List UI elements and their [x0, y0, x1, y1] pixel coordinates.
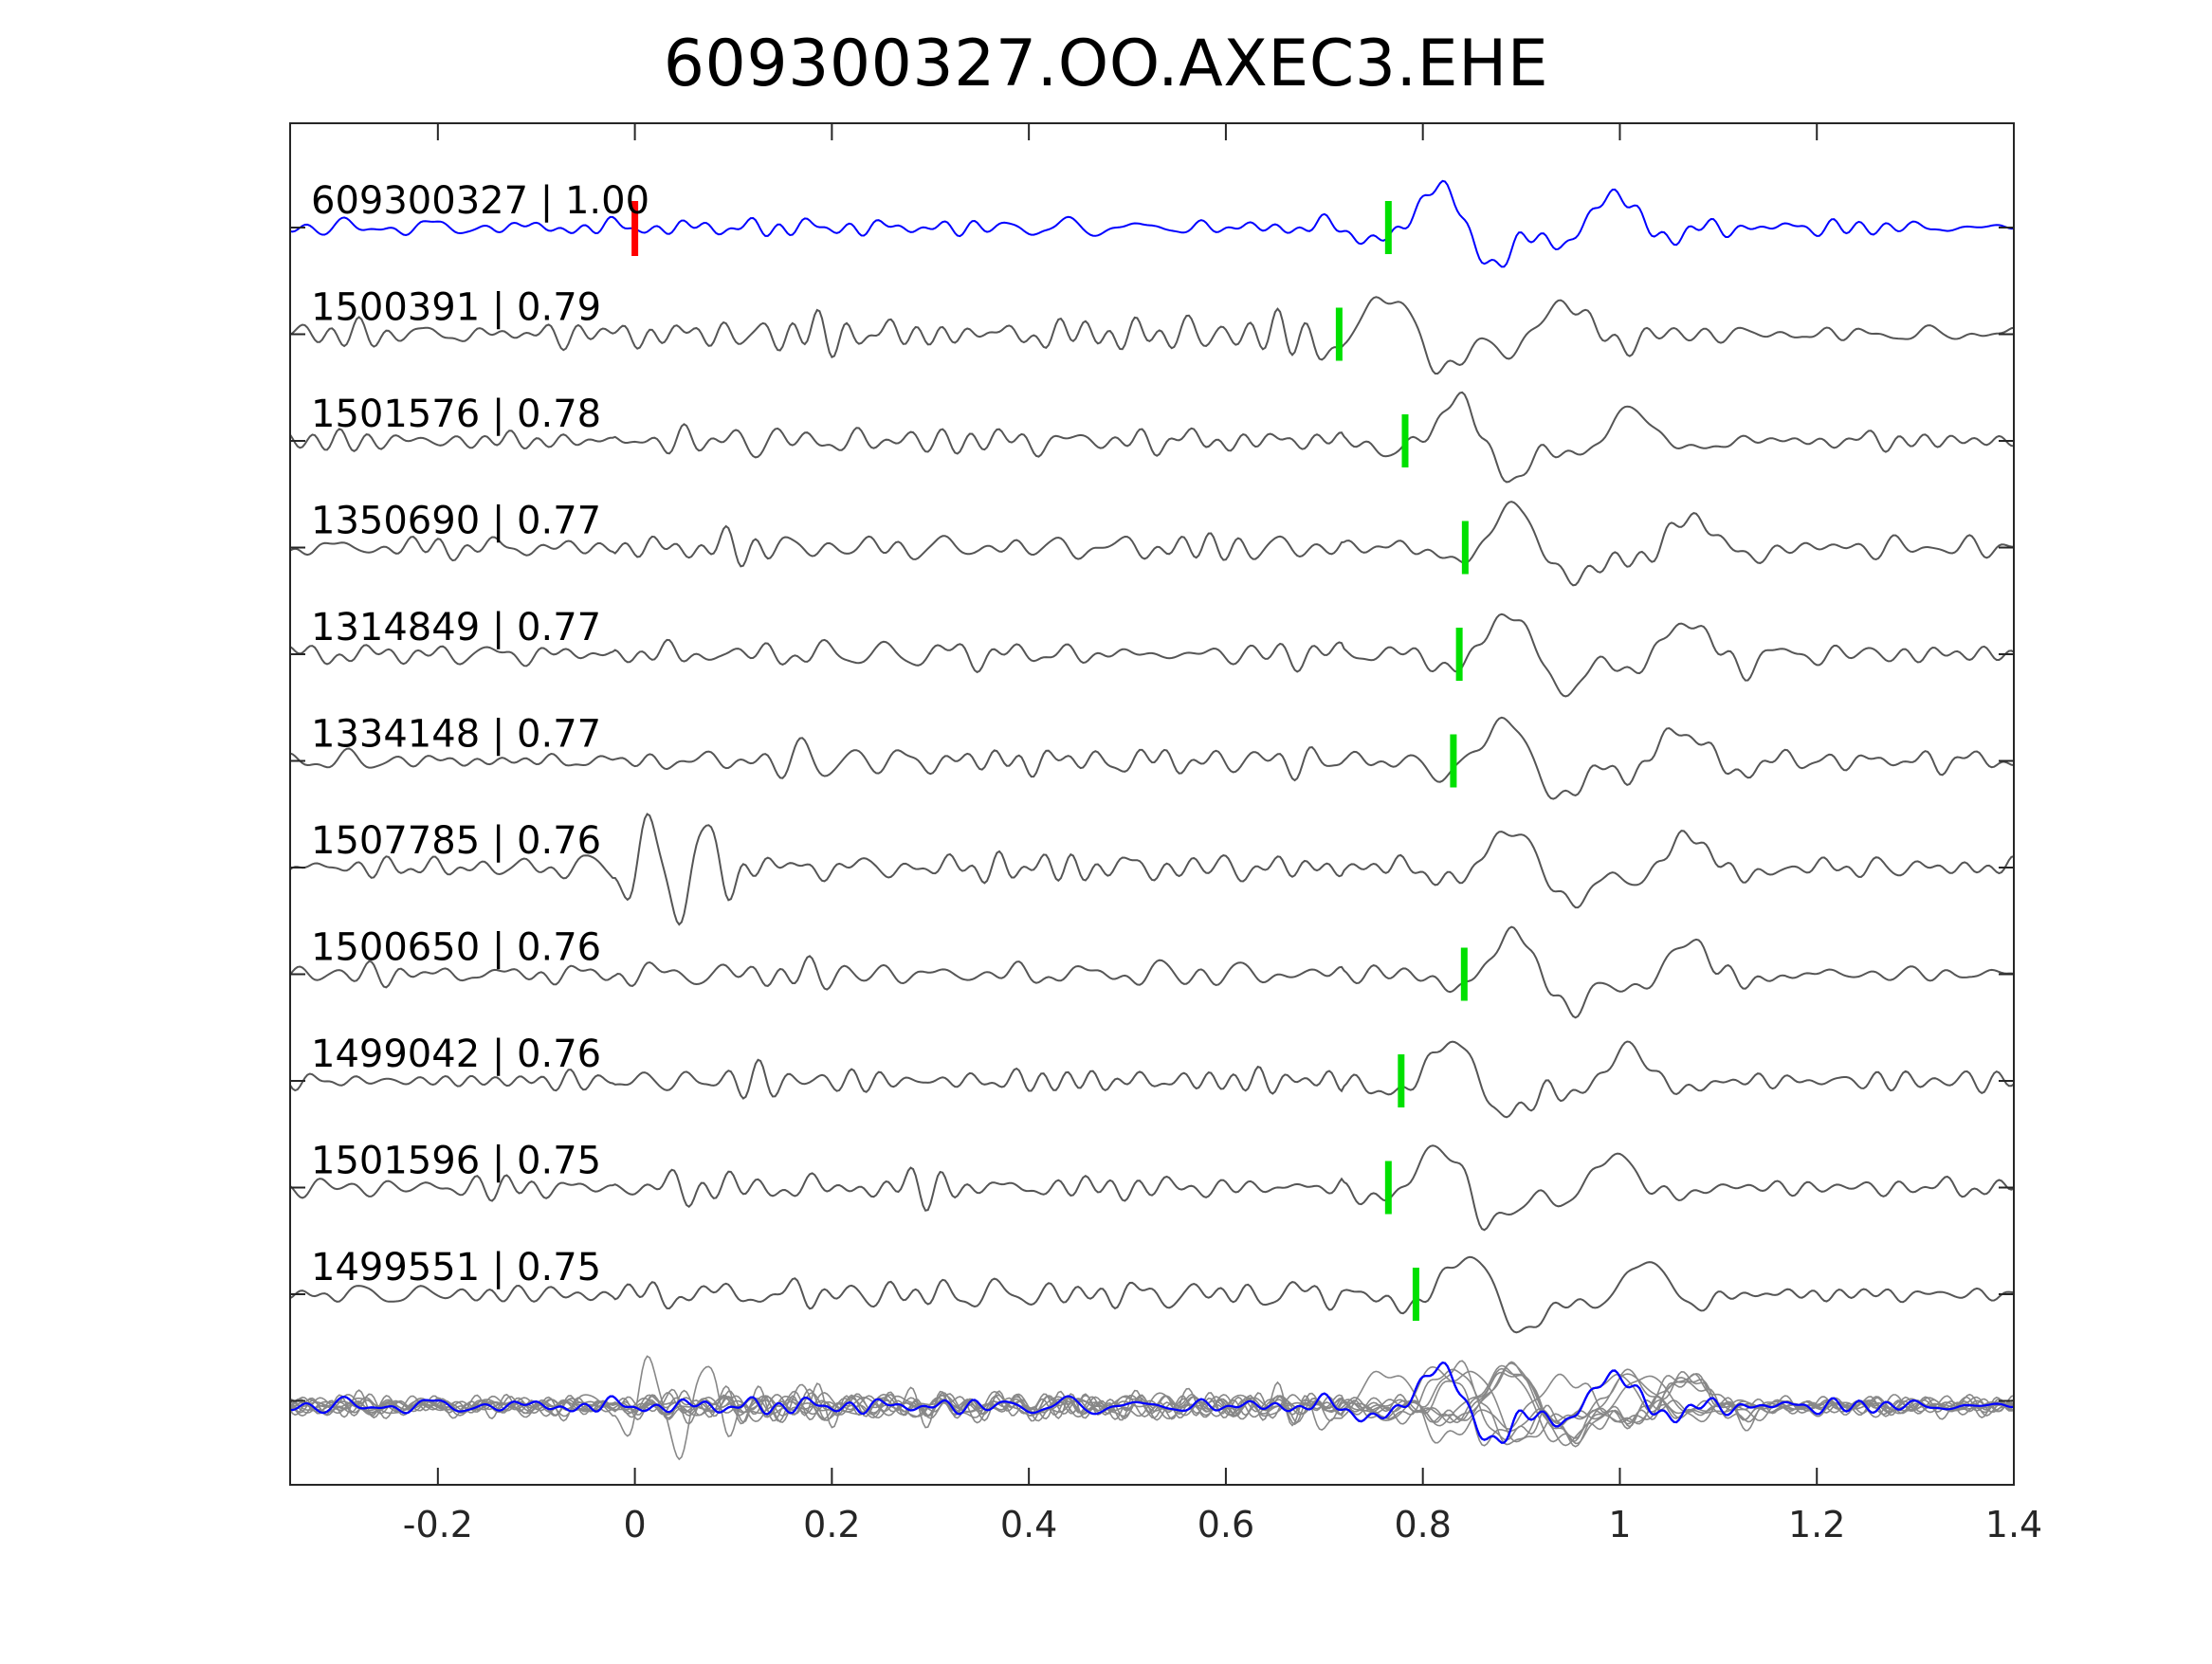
trace-label-5: 1334148 | 0.77 — [311, 713, 601, 757]
trace-label-9: 1501596 | 0.75 — [311, 1140, 601, 1183]
trace-3 — [290, 501, 2014, 587]
trace-label-0: 609300327 | 1.00 — [311, 179, 649, 223]
trace-2 — [290, 391, 2014, 484]
trace-8 — [290, 1040, 2014, 1119]
trace-label-1: 1500391 | 0.79 — [311, 286, 601, 330]
x-tick-label-3: 0.4 — [1000, 1504, 1057, 1545]
trace-label-7: 1500650 | 0.76 — [311, 926, 601, 970]
trace-6 — [290, 813, 2014, 926]
trace-4 — [290, 613, 2014, 698]
trace-10 — [290, 1255, 2014, 1334]
stack-trace-3 — [290, 1362, 2014, 1442]
x-tick-label-1: 0 — [624, 1504, 647, 1545]
traces — [290, 179, 2014, 1461]
trace-5 — [290, 716, 2014, 800]
stack-trace-6 — [290, 1355, 2014, 1461]
x-tick-label-0: -0.2 — [403, 1504, 473, 1545]
trace-7 — [290, 925, 2014, 1019]
x-tick-label-6: 1 — [1608, 1504, 1631, 1545]
stack-template-trace — [290, 1362, 2014, 1444]
stack-trace-0 — [290, 1362, 2014, 1444]
x-tick-label-4: 0.6 — [1197, 1504, 1254, 1545]
trace-1 — [290, 296, 2014, 375]
trace-label-3: 1350690 | 0.77 — [311, 500, 601, 543]
trace-label-4: 1314849 | 0.77 — [311, 606, 601, 649]
chart-title: 609300327.OO.AXEC3.EHE — [663, 27, 1549, 101]
axes-box — [289, 122, 2015, 1486]
x-tick-label-8: 1.4 — [1985, 1504, 2042, 1545]
stack-trace-9 — [290, 1365, 2014, 1447]
x-tick-label-7: 1.2 — [1788, 1504, 1845, 1545]
x-tick-label-2: 0.2 — [803, 1504, 860, 1545]
trace-label-6: 1507785 | 0.76 — [311, 819, 601, 863]
stack-trace-7 — [290, 1361, 2014, 1448]
trace-label-2: 1501576 | 0.78 — [311, 393, 601, 436]
trace-label-10: 1499551 | 0.75 — [311, 1246, 601, 1289]
trace-label-8: 1499042 | 0.76 — [311, 1033, 601, 1076]
trace-9 — [290, 1144, 2014, 1232]
stack-trace-2 — [290, 1360, 2014, 1446]
x-tick-label-5: 0.8 — [1394, 1504, 1451, 1545]
trace-0 — [290, 179, 2014, 268]
stack-trace-10 — [290, 1370, 2014, 1443]
